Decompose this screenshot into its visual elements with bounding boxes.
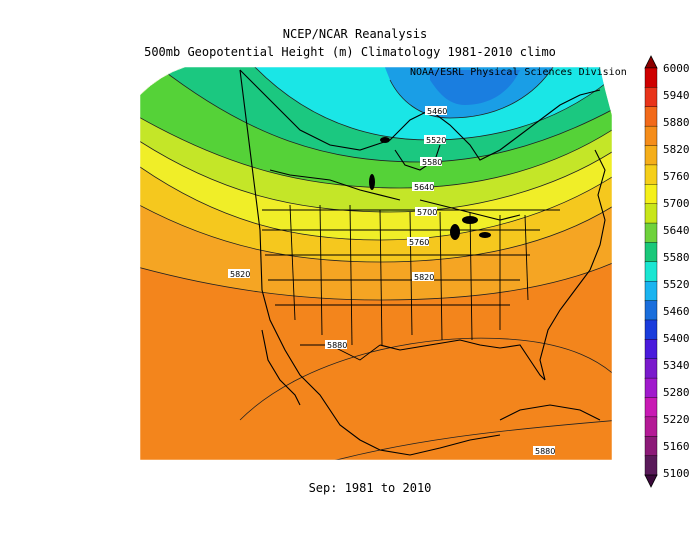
colorbar-label-5700: 5700 [663,197,690,210]
contour-label-5880-south: 5880 [535,447,555,456]
colorbar-block [644,397,658,418]
colorbar-label-5580: 5580 [663,251,690,264]
colorbar-top-arrow [644,55,658,69]
colorbar-block [644,184,658,205]
colorbar-block [644,164,658,185]
contour-labels: 5460 5520 5580 5640 5700 5760 5820 5820 … [228,106,555,456]
chart-title-line1: NCEP/NCAR Reanalysis [282,27,428,41]
chart-title-line2: 500mb Geopotential Height (m) Climatolog… [144,45,556,59]
period-text: Sep: 1981 to 2010 [308,481,432,495]
colorbar-label-5520: 5520 [663,278,690,291]
contour-label-5700: 5700 [417,208,437,217]
contour-label-5880-central: 5880 [327,341,347,350]
contour-label-5520: 5520 [426,136,446,145]
colorbar-block [644,222,658,244]
colorbar-block [644,67,658,89]
colorbar-block [644,261,658,282]
colorbar-block [644,242,658,263]
colorbar-label-5100: 5100 [663,467,690,480]
colorbar-label-5460: 5460 [663,305,690,318]
colorbar-block [644,300,658,321]
colorbar-block [644,319,658,341]
colorbar-block [644,145,658,166]
contour-label-5820-west: 5820 [230,270,250,279]
colorbar-bottom-arrow [644,474,658,488]
colorbar-label-5820: 5820 [663,143,690,156]
colorbar-block [644,87,658,108]
colorbar-block [644,377,658,399]
colorbar-block [644,455,658,476]
contour-label-5820-central: 5820 [414,273,434,282]
lakes [369,137,491,240]
band-5440 [430,70,520,105]
colorbar-label-5220: 5220 [663,413,690,426]
colorbar-label-5160: 5160 [663,440,690,453]
colorbar-label-5880: 5880 [663,116,690,129]
colorbar-label-5280: 5280 [663,386,690,399]
colorbar-block [644,436,658,457]
colorbar-block [644,416,658,437]
colorbar-label-5640: 5640 [663,224,690,237]
state-borders [262,204,560,361]
colorbar-block [644,125,658,147]
colorbar-block [644,339,658,360]
contour-label-5760: 5760 [409,238,429,247]
contour-label-5640: 5640 [414,183,434,192]
colorbar-block [644,203,658,224]
colorbar-block [644,106,658,127]
colorbar-label-5400: 5400 [663,332,690,345]
colorbar-label-6000: 6000 [663,62,690,75]
colorbar-block [644,358,658,379]
height-field [140,67,612,460]
contour-label-5580: 5580 [422,158,442,167]
colorbar-block [644,280,658,302]
colorbar-blocks [644,67,658,476]
colorbar-label-5340: 5340 [663,359,690,372]
colorbar-label-5760: 5760 [663,170,690,183]
colorbar-label-5940: 5940 [663,89,690,102]
colorbar: 6000 5940 5880 5820 5760 5700 5640 5580 … [644,55,690,488]
contour-label-5460: 5460 [427,107,447,116]
credit-text: NOAA/ESRL Physical Sciences Division [410,67,627,78]
